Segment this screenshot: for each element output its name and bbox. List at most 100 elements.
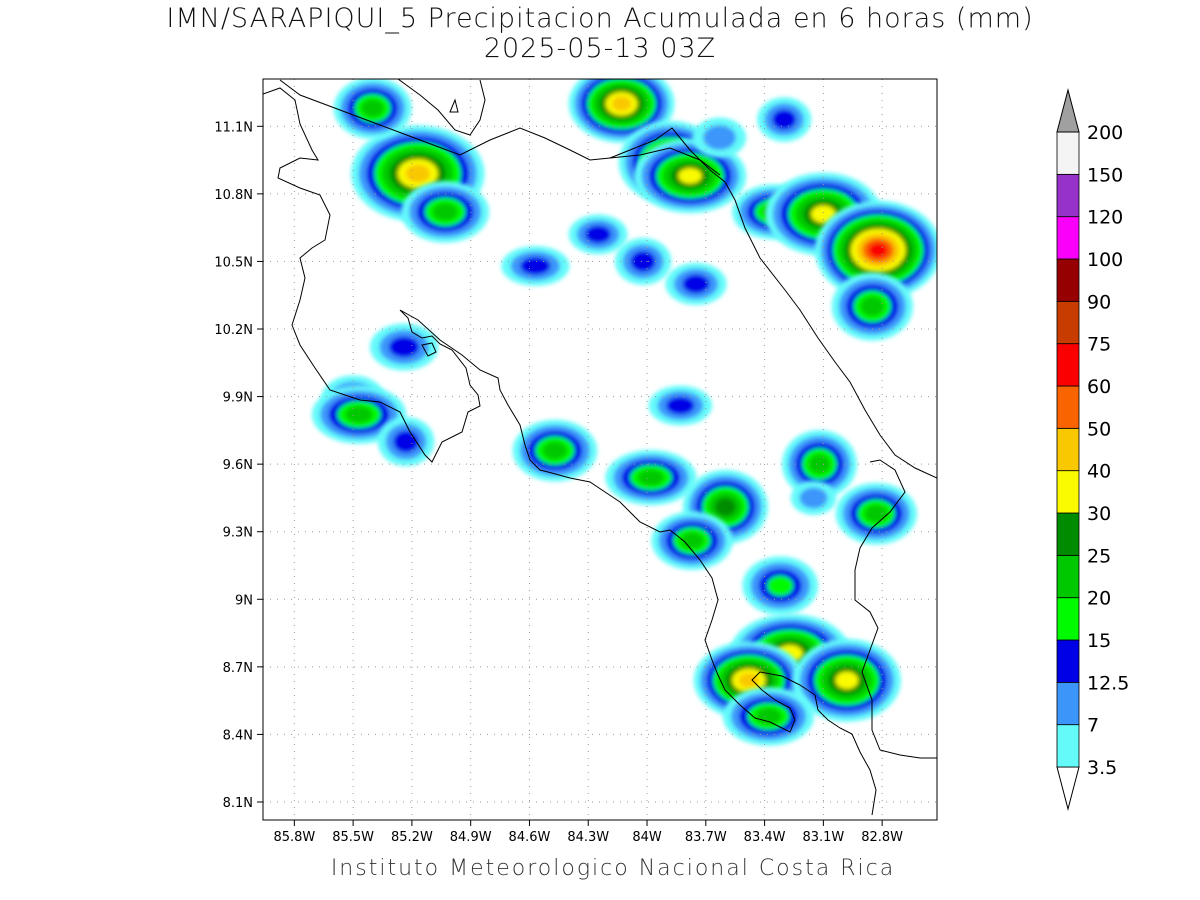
lat-tick-label: 10.5N [214, 255, 253, 270]
legend-swatch [1056, 427, 1080, 472]
lat-tick-label: 11.1N [214, 120, 253, 135]
precip-cell [835, 482, 917, 545]
lake-nicaragua-shore [397, 79, 486, 136]
precip-contour [345, 406, 373, 423]
legend-label: 30 [1087, 503, 1111, 525]
legend-swatch [1056, 597, 1080, 641]
lon-tick-label: 85.2W [391, 830, 433, 845]
precip-contour [637, 469, 664, 486]
legend-label: 200 [1087, 122, 1123, 144]
legend-label: 150 [1087, 164, 1123, 186]
legend-swatch [1056, 343, 1080, 387]
precip-contour [808, 454, 831, 474]
lat-tick-label: 9.9N [223, 391, 253, 406]
precip-contour [388, 336, 420, 358]
legend-label: 7 [1087, 715, 1099, 737]
panama-caribbean-coast [879, 749, 937, 759]
map-frame [262, 78, 938, 821]
legend-swatch [1056, 470, 1080, 514]
panama-border [854, 459, 906, 751]
legend-label: 60 [1087, 376, 1111, 398]
precip-contour [767, 575, 794, 596]
caribbean-coastline [609, 127, 937, 479]
legend-swatch [1056, 724, 1080, 768]
legend-swatch [1056, 131, 1080, 175]
precip-cell [401, 181, 490, 243]
precip-contour [393, 430, 419, 453]
lat-tick-label: 8.7N [223, 661, 253, 676]
precip-cell [512, 419, 598, 482]
precip-contour [630, 250, 656, 272]
precip-contour [860, 296, 884, 317]
legend-label: 15 [1087, 630, 1111, 652]
legend-swatch [1056, 681, 1080, 726]
precip-cell [831, 272, 913, 341]
lat-tick-label: 8.4N [223, 728, 253, 743]
legend-label: 100 [1087, 249, 1123, 271]
precip-contour [864, 504, 888, 523]
lon-tick-label: 83.7W [685, 830, 727, 845]
precip-cell [792, 638, 901, 722]
legend-swatch [1056, 300, 1080, 345]
lat-tick-label: 10.2N [214, 323, 253, 338]
precip-contour [868, 242, 888, 258]
lon-tick-label: 85.5W [332, 830, 374, 845]
map-subtitle-datetime: 2025-05-13 03Z [483, 33, 717, 64]
small-island [449, 98, 459, 113]
lat-lon-grid [263, 79, 937, 820]
precip-contour [703, 125, 736, 150]
legend-swatch [1056, 512, 1080, 556]
precip-contour [682, 274, 710, 294]
legend-label: 50 [1087, 418, 1111, 440]
lon-tick-label: 84.6W [509, 830, 551, 845]
lon-tick-label: 83.1W [802, 830, 844, 845]
precip-cell [369, 323, 439, 371]
precip-contour [520, 257, 551, 275]
legend-label: 3.5 [1087, 757, 1117, 779]
precip-cell [568, 214, 628, 255]
coastline-borders [263, 79, 937, 816]
lat-tick-label: 9.3N [223, 526, 253, 541]
lat-tick-label: 10.8N [214, 188, 253, 203]
precip-contour [755, 708, 782, 725]
precip-contour [361, 99, 384, 118]
map-title: IMN/SARAPIQUI_5 Precipitacion Acumulada … [166, 3, 1034, 34]
precip-cell [648, 385, 713, 426]
legend-label: 90 [1087, 291, 1111, 313]
legend-swatch [1056, 385, 1080, 429]
precip-contour [680, 532, 704, 550]
legend-max-arrow [1056, 88, 1080, 133]
precip-contour [738, 673, 760, 688]
lat-tick-label: 8.1N [223, 796, 253, 811]
precip-cell [723, 687, 814, 746]
lon-tick-label: 84W [632, 830, 662, 845]
precip-contour [584, 225, 612, 244]
axis-ticks: 85.8W 85.5W 85.2W 84.9W 84.6W 84.3W 84W 83.7W 83… [214, 120, 903, 845]
lon-tick-label: 82.8W [861, 830, 903, 845]
lon-tick-label: 84.3W [567, 830, 609, 845]
precip-contour [811, 205, 836, 223]
precip-cell [377, 416, 435, 467]
precip-contour [772, 109, 797, 130]
lon-tick-label: 84.9W [450, 830, 492, 845]
precip-contour [678, 167, 702, 184]
precip-cell [790, 480, 837, 516]
precip-cell [814, 200, 937, 300]
institution-credit: Instituto Meteorologico Nacional Costa R… [330, 856, 896, 881]
precipitation-field [311, 79, 937, 746]
precip-cell [782, 430, 857, 499]
precip-contour [611, 96, 632, 112]
precip-contour [666, 396, 695, 415]
precip-cell [605, 450, 697, 506]
precip-contour [542, 441, 568, 460]
precip-contour [405, 164, 431, 183]
precip-cell [757, 97, 812, 142]
legend-swatch [1056, 554, 1080, 599]
precip-cell [568, 79, 675, 143]
precip-contour [799, 487, 828, 509]
precip-cell [634, 138, 747, 214]
legend-swatch [1056, 258, 1080, 302]
precip-contour [432, 203, 458, 221]
lat-tick-label: 9N [235, 593, 253, 608]
